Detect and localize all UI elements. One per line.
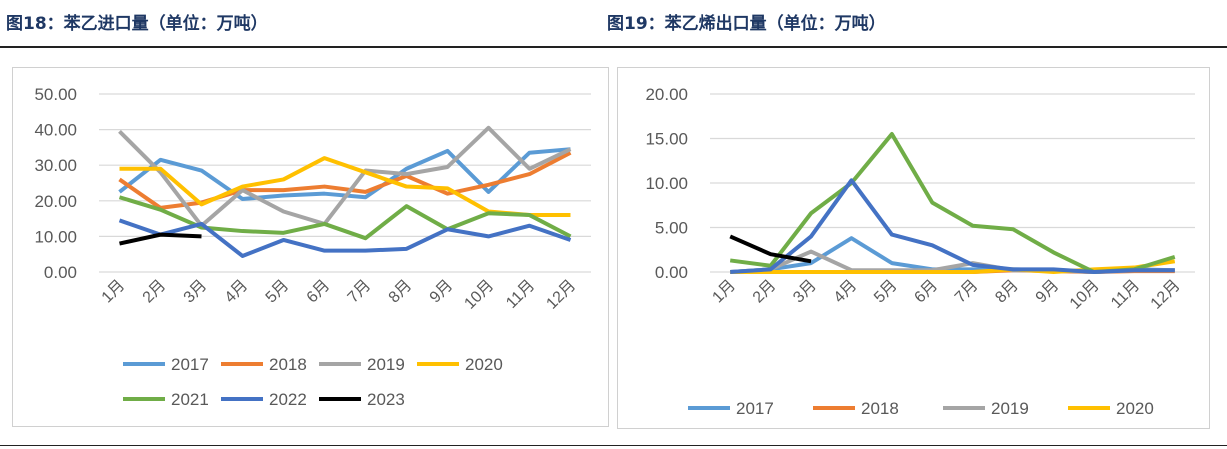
x-tick-label: 7月 (952, 277, 982, 307)
legend-label: 2020 (1116, 399, 1154, 418)
series-line-2019 (118, 125, 572, 228)
series-line-6 (729, 234, 812, 264)
legend-label: 2019 (367, 355, 405, 374)
legend-label: 2017 (171, 355, 209, 374)
x-tick-label: 10月 (461, 277, 497, 313)
legend-label: 2020 (465, 355, 503, 374)
x-tick-label: 8月 (992, 277, 1022, 307)
legend-label: 2017 (736, 399, 774, 418)
export-chart-frame: 0.00 5.00 10.00 15.00 20.00 1月 2月 3月 4月 5月 6月 7月 8月 9… (617, 67, 1210, 429)
x-tick-label: 4月 (831, 277, 861, 307)
x-tick-label: 3月 (790, 277, 820, 307)
legend-label: 2018 (269, 355, 307, 374)
y-tick-label: 10.00 (645, 174, 688, 193)
export-chart: 0.00 5.00 10.00 15.00 20.00 1月 2月 3月 4月 5月 6月 7月 8月 9… (645, 85, 1195, 418)
x-tick-label: 11月 (503, 277, 538, 312)
y-tick-label: 15.00 (645, 130, 688, 149)
y-tick-label: 5.00 (655, 219, 688, 238)
y-tick-label: 40.00 (34, 121, 77, 140)
series-line-2022 (118, 218, 572, 258)
x-tick-label: 2月 (140, 277, 170, 307)
series-line-2020 (730, 259, 1176, 274)
x-tick-label: 5月 (263, 277, 293, 307)
y-tick-label: 10.00 (34, 227, 77, 246)
import-chart-frame: 0.00 10.00 20.00 30.00 40.00 50.00 1月 2月 3月 4月 5月 6… (12, 67, 609, 427)
import-chart: 0.00 10.00 20.00 30.00 40.00 50.00 1月 2月 3月 4月 5月 6… (34, 85, 591, 409)
series-line-4 (729, 132, 1176, 274)
x-tick-label: 9月 (1033, 277, 1063, 307)
legend-label: 2018 (861, 399, 899, 418)
x-tick-label: 1月 (99, 277, 129, 307)
x-tick-label: 12月 (543, 277, 579, 313)
series-line-2018 (118, 150, 572, 210)
legend-label: 2021 (171, 390, 209, 409)
x-tick-label: 6月 (911, 277, 941, 307)
legend-label: 2019 (991, 399, 1029, 418)
legend-label: 2023 (367, 390, 405, 409)
x-tick-label: 3月 (181, 277, 211, 307)
series-line-5 (730, 178, 1175, 274)
x-tick-label: 12月 (1148, 277, 1184, 313)
y-tick-label: 20.00 (34, 192, 77, 211)
chart-title-export: 图19：苯乙烯出口量（单位：万吨） (607, 14, 886, 34)
x-tick-label: 1月 (709, 277, 739, 307)
y-tick-label: 0.00 (655, 263, 688, 282)
x-tick-label: 7月 (345, 277, 375, 307)
top-rule (0, 46, 1227, 48)
x-tick-label: 8月 (386, 277, 416, 307)
x-tick-label: 9月 (427, 277, 457, 307)
chart-title-import: 图18：苯乙进口量（单位：万吨） (6, 14, 268, 34)
x-tick-label: 2月 (750, 277, 780, 307)
x-tick-label: 5月 (871, 277, 901, 307)
legend-label: 2022 (269, 390, 307, 409)
y-tick-label: 50.00 (34, 85, 77, 104)
x-tick-label: 4月 (222, 277, 252, 307)
x-tick-label: 10月 (1067, 277, 1103, 313)
y-tick-label: 20.00 (645, 85, 688, 104)
y-tick-label: 0.00 (44, 263, 77, 282)
x-tick-label: 6月 (304, 277, 334, 307)
x-tick-label: 11月 (1108, 277, 1143, 312)
series-line-2023 (119, 232, 202, 246)
bottom-rule (0, 445, 1227, 446)
y-tick-label: 30.00 (34, 156, 77, 175)
